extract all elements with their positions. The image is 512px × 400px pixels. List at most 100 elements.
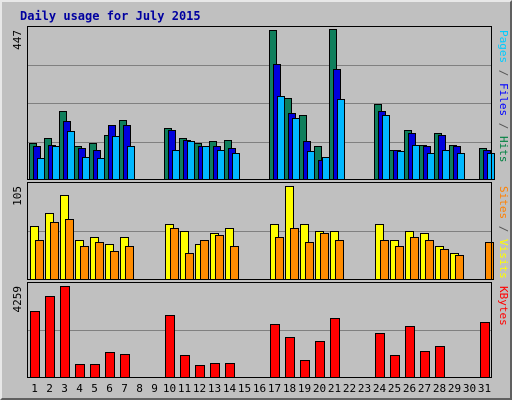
bar-kbytes-day-17 [270, 324, 280, 378]
x-tick-label-day-19: 19 [298, 382, 311, 395]
bar-sites-day-28 [440, 249, 449, 280]
bar-pages-day-29 [457, 153, 465, 180]
bar-pages-day-14 [232, 153, 240, 180]
bar-sites-day-24 [380, 240, 389, 280]
x-tick-label-day-21: 21 [328, 382, 341, 395]
panel-kbytes-border [27, 282, 492, 378]
bar-sites-day-5 [95, 242, 104, 280]
x-tick-label-day-1: 1 [31, 382, 38, 395]
legend-entry: / [497, 63, 510, 83]
bar-pages-day-25 [397, 151, 405, 180]
legend-entry: Files [497, 83, 510, 116]
bar-sites-day-11 [185, 253, 194, 280]
panel-hits-scale-label: 447 [11, 30, 24, 50]
x-tick-label-day-8: 8 [136, 382, 143, 395]
bar-pages-day-1 [37, 158, 45, 180]
x-tick-label-day-9: 9 [151, 382, 158, 395]
legend-entry: Sites [497, 186, 510, 219]
panel-visits-border [27, 182, 492, 280]
bar-kbytes-day-1 [30, 311, 40, 378]
panel-visits-scale-label: 105 [11, 186, 24, 206]
x-tick-label-day-7: 7 [121, 382, 128, 395]
bar-pages-day-6 [112, 136, 120, 180]
bar-sites-day-26 [410, 237, 419, 280]
x-tick-label-day-17: 17 [268, 382, 281, 395]
bar-sites-day-2 [50, 222, 59, 280]
x-tick-label-day-16: 16 [253, 382, 266, 395]
bar-kbytes-day-20 [315, 341, 325, 378]
bar-sites-day-19 [305, 242, 314, 280]
legend-entry: Visits [497, 239, 510, 279]
bar-sites-day-3 [65, 219, 74, 280]
bar-sites-day-17 [275, 237, 284, 280]
panel-hits-legend: Pages / Files / Hits [497, 30, 510, 163]
bar-pages-day-19 [307, 151, 315, 180]
panel-kbytes-legend: KBytes [497, 286, 510, 326]
bar-kbytes-day-27 [420, 351, 430, 378]
bar-sites-day-1 [35, 240, 44, 280]
x-tick-label-day-12: 12 [193, 382, 206, 395]
x-tick-label-day-11: 11 [178, 382, 191, 395]
legend-entry: / [497, 116, 510, 136]
bar-kbytes-day-4 [75, 364, 85, 378]
bar-pages-day-17 [277, 96, 285, 180]
bar-kbytes-day-13 [210, 363, 220, 378]
bar-kbytes-day-7 [120, 354, 130, 378]
bar-pages-day-18 [292, 118, 300, 180]
x-tick-label-day-4: 4 [76, 382, 83, 395]
bar-sites-day-31 [485, 242, 494, 280]
legend-entry: KBytes [497, 286, 510, 326]
bar-kbytes-day-21 [330, 318, 340, 378]
bar-pages-day-12 [202, 146, 210, 180]
x-tick-label-day-26: 26 [403, 382, 416, 395]
bar-sites-day-6 [110, 251, 119, 280]
bar-kbytes-day-14 [225, 363, 235, 378]
legend-entry: Hits [497, 136, 510, 163]
x-tick-label-day-28: 28 [433, 382, 446, 395]
bar-kbytes-day-11 [180, 355, 190, 378]
x-tick-label-day-5: 5 [91, 382, 98, 395]
bar-sites-day-10 [170, 228, 179, 280]
bar-sites-day-29 [455, 255, 464, 280]
bar-sites-day-20 [320, 233, 329, 280]
x-tick-label-day-14: 14 [223, 382, 237, 395]
bar-kbytes-day-26 [405, 326, 415, 378]
legend-entry: Pages [497, 30, 510, 63]
x-tick-label-day-22: 22 [343, 382, 356, 395]
bar-pages-day-11 [187, 141, 195, 180]
bar-sites-day-13 [215, 235, 224, 280]
bar-kbytes-day-19 [300, 360, 310, 378]
bar-pages-day-13 [217, 150, 225, 180]
bar-kbytes-day-3 [60, 286, 70, 378]
panel-kbytes-scale-label: 4259 [11, 286, 24, 313]
bar-sites-day-18 [290, 228, 299, 280]
bar-kbytes-day-12 [195, 365, 205, 378]
bar-sites-day-14 [230, 246, 239, 280]
bar-kbytes-day-2 [45, 296, 55, 378]
bar-pages-day-21 [337, 99, 345, 180]
bar-kbytes-day-5 [90, 364, 100, 378]
bar-pages-day-26 [412, 145, 420, 180]
bar-pages-day-2 [52, 146, 60, 180]
panel-hits-border [27, 26, 492, 180]
x-tick-label-day-3: 3 [61, 382, 68, 395]
bar-pages-day-7 [127, 146, 135, 180]
x-tick-label-day-30: 30 [463, 382, 476, 395]
legend-entry: / [497, 219, 510, 239]
bar-kbytes-day-31 [480, 322, 490, 378]
x-tick-label-day-13: 13 [208, 382, 221, 395]
bar-pages-day-4 [82, 157, 90, 180]
bar-kbytes-day-25 [390, 355, 400, 378]
x-tick-label-day-31: 31 [478, 382, 491, 395]
x-tick-label-day-2: 2 [46, 382, 53, 395]
x-tick-label-day-15: 15 [238, 382, 251, 395]
bar-sites-day-25 [395, 246, 404, 280]
bar-sites-day-12 [200, 240, 209, 280]
bar-pages-day-3 [67, 131, 75, 180]
bar-sites-day-7 [125, 246, 134, 280]
bar-pages-day-5 [97, 158, 105, 180]
bar-pages-day-27 [427, 153, 435, 180]
x-tick-label-day-23: 23 [358, 382, 371, 395]
